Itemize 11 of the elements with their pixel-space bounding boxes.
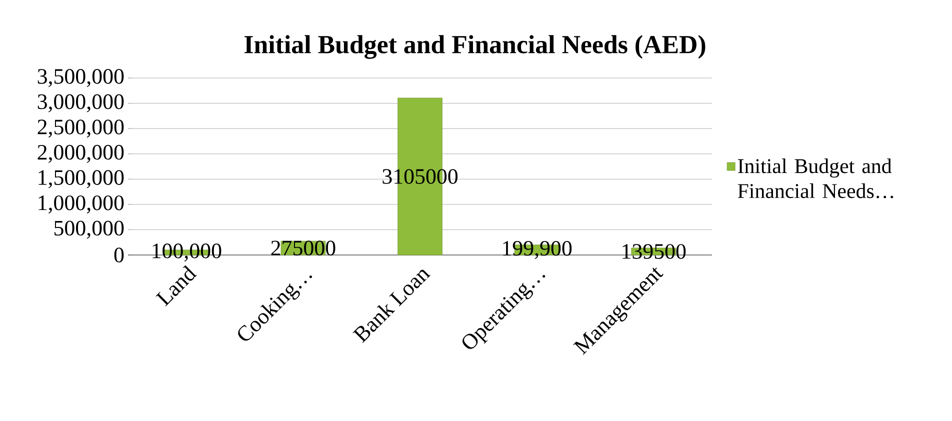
legend-label: Initial Budget and Financial Needs… (738, 158, 894, 198)
y-tick-label: 3,500,000 (38, 69, 124, 87)
y-tick-label: 2,000,000 (38, 144, 124, 163)
data-label: 139500 (622, 244, 686, 259)
y-tick-label: 2,500,000 (38, 120, 124, 138)
y-tick-label: 0 (114, 248, 124, 262)
y-tick-label: 1,000,000 (38, 195, 124, 214)
y-tick-label: 3,000,000 (38, 94, 124, 112)
chart-title: Initial Budget and Financial Needs (AED) (244, 35, 706, 59)
y-tick-label: 1,500,000 (38, 170, 124, 188)
y-tick-label: 500,000 (54, 220, 124, 239)
